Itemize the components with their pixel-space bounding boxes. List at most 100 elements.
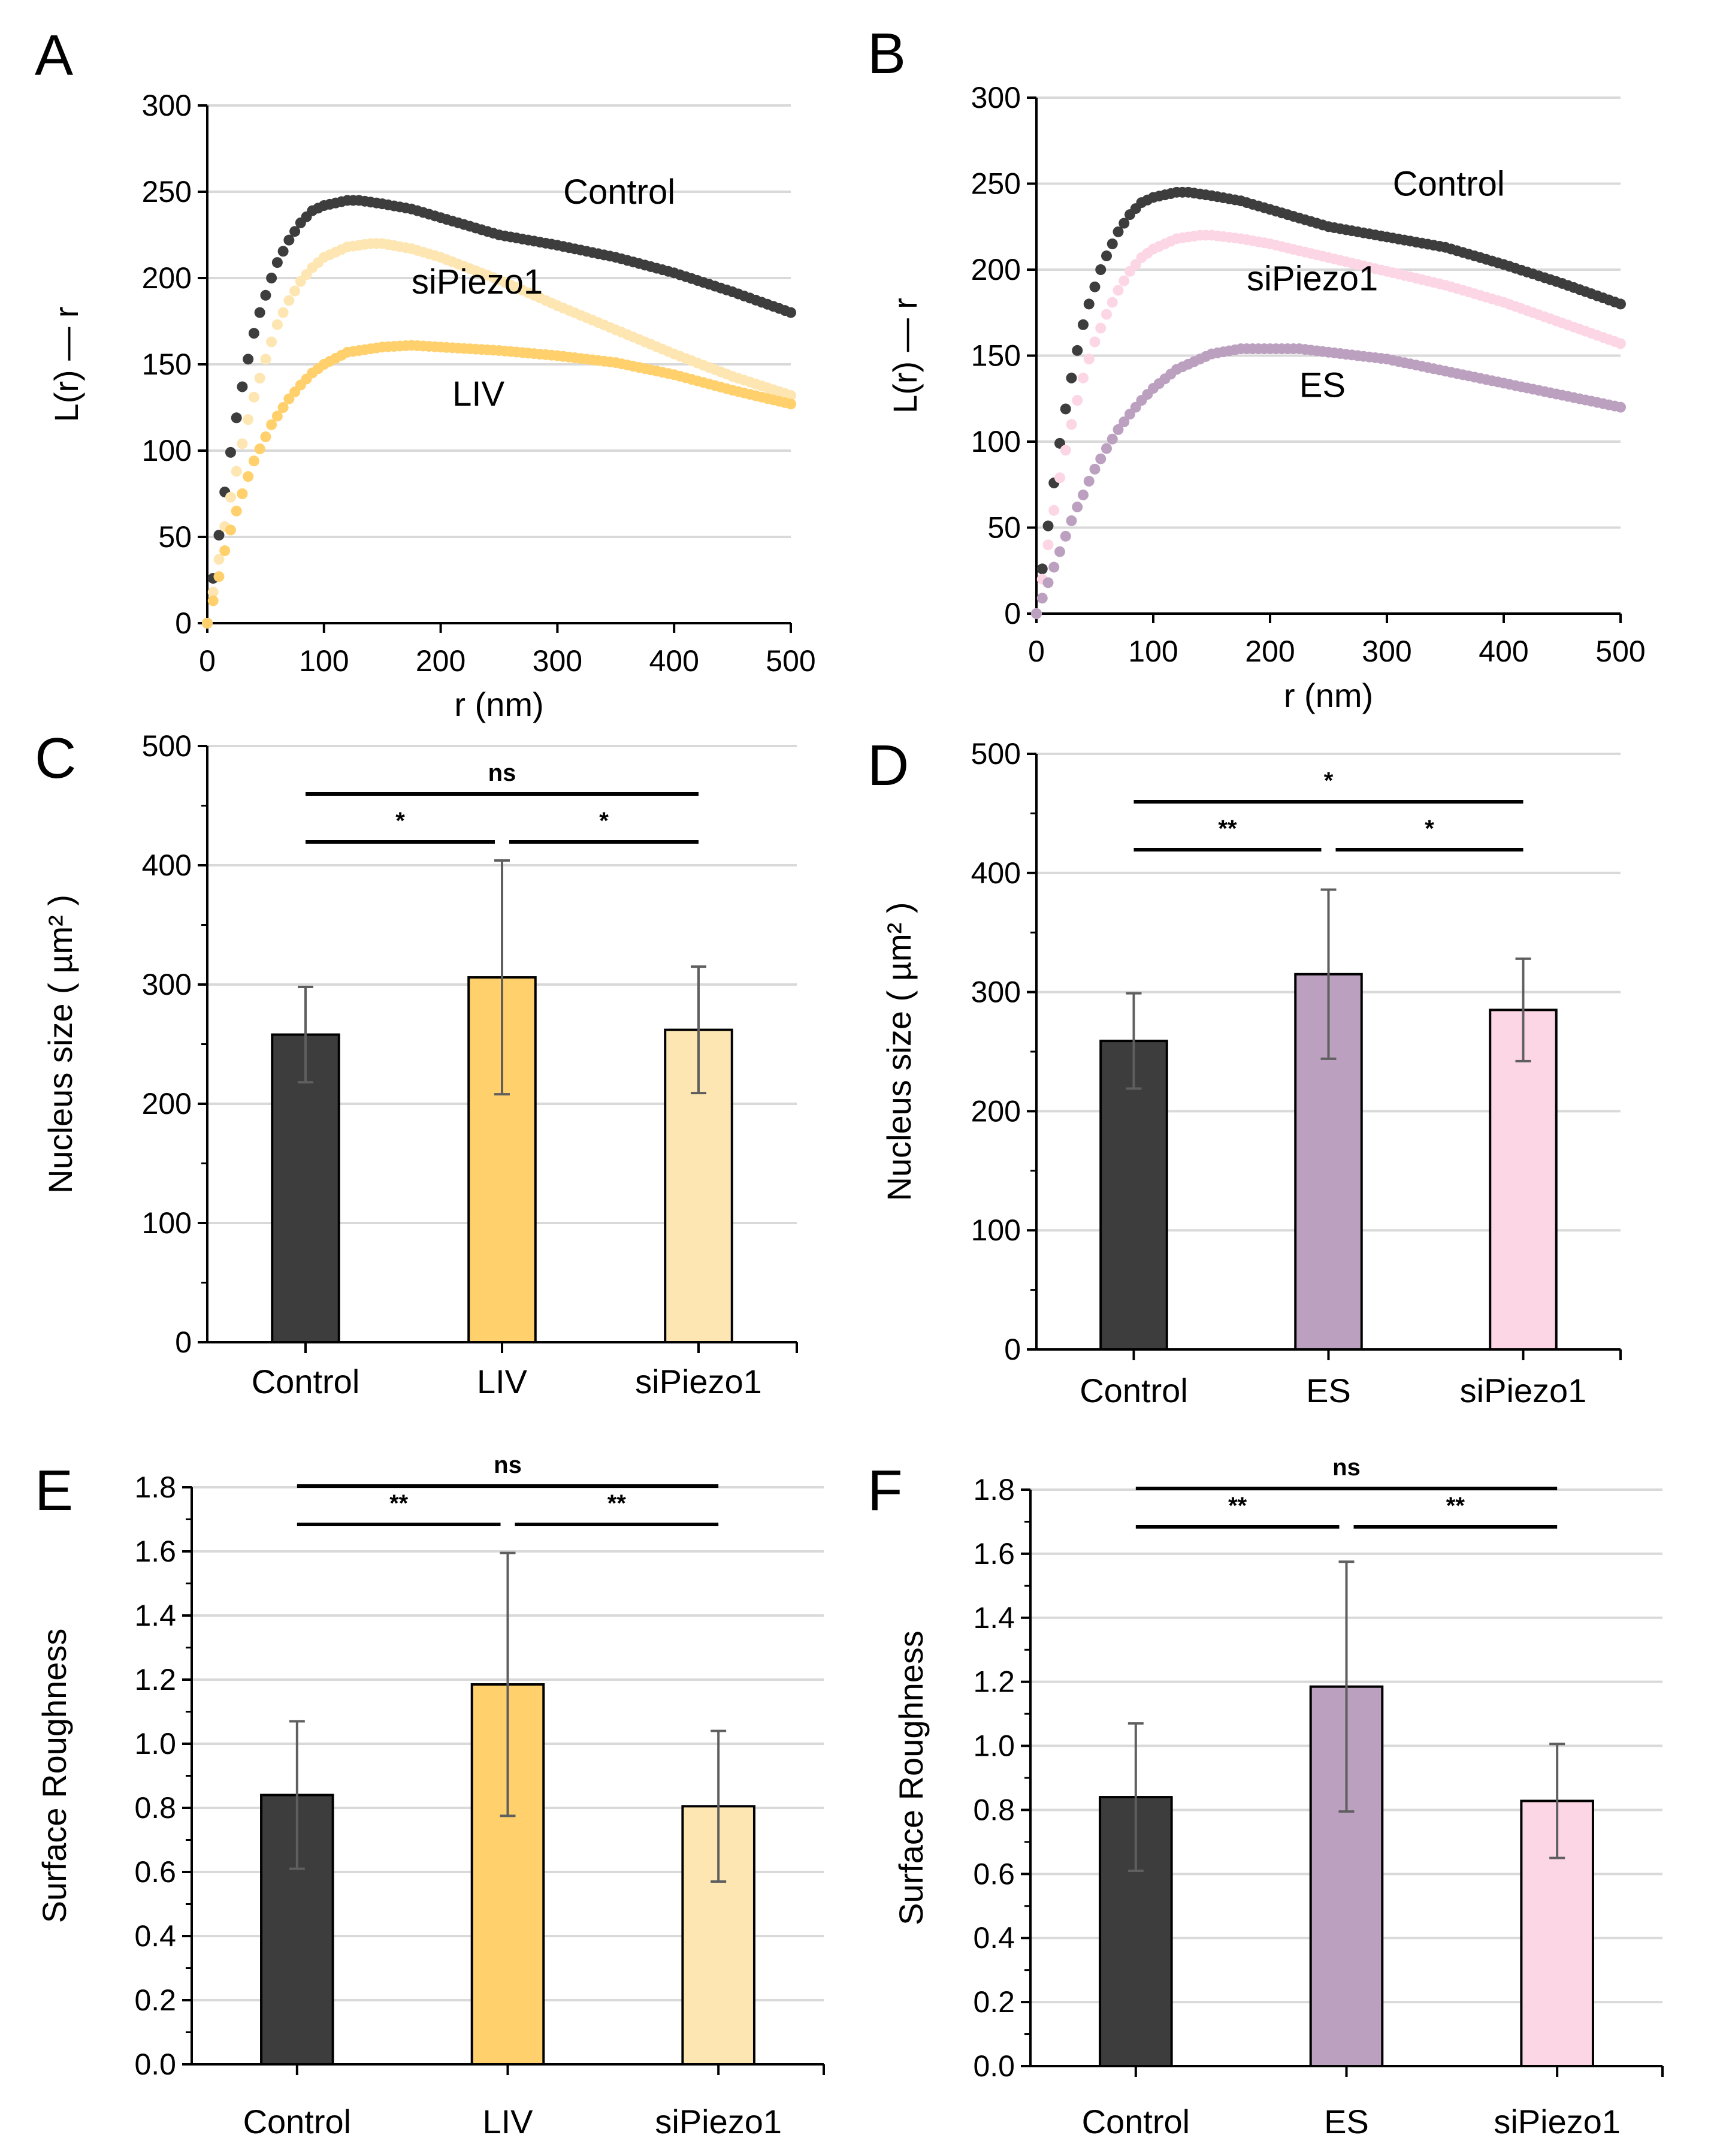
x-tick-label: 300: [533, 644, 582, 678]
x-category-label: siPiezo1: [1494, 2103, 1621, 2140]
error-bar: [494, 859, 510, 1096]
x-category-label: siPiezo1: [655, 2103, 782, 2140]
error-bar: [1549, 1743, 1565, 1859]
error-bar: [500, 1551, 516, 1817]
x-category-label: Control: [243, 2103, 352, 2140]
x-category-label: LIV: [477, 1363, 528, 1400]
y-tick-label: 300: [142, 89, 192, 122]
y-tick-label: 400: [142, 848, 192, 882]
data-point: [283, 295, 295, 306]
y-tick-label: 1.0: [973, 1729, 1015, 1763]
panel-d-nucleus-size-bar: D 0 100 200 300 400 500 Nucleus size ( µm² ) Con…: [867, 733, 1622, 1409]
y-tick-label: 0.0: [134, 2048, 176, 2081]
data-point: [1072, 345, 1083, 356]
data-point: [1072, 502, 1083, 513]
y-tick-label: 1.8: [973, 1473, 1015, 1506]
data-point: [207, 587, 219, 598]
error-bar: [298, 985, 313, 1084]
y-tick-label: 1.2: [134, 1663, 176, 1696]
y-axis-label: Nucleus size ( µm² ): [41, 895, 79, 1194]
data-point: [271, 257, 283, 268]
panel-letter: E: [35, 1459, 73, 1523]
data-point: [1107, 297, 1118, 308]
data-point: [1615, 298, 1626, 310]
y-tick-label: 0: [175, 1325, 192, 1359]
data-point: [1095, 322, 1107, 334]
data-point: [1042, 520, 1054, 532]
x-tick-label: 200: [416, 644, 465, 678]
panel-letter: D: [867, 733, 909, 798]
data-point: [231, 466, 242, 477]
data-point: [1089, 463, 1101, 475]
panel-letter: A: [35, 23, 73, 87]
data-point: [266, 419, 277, 430]
y-tick-label: 150: [971, 339, 1021, 373]
panel-letter: B: [867, 22, 906, 86]
data-point: [1083, 298, 1095, 310]
bar-control: [1099, 1040, 1168, 1351]
data-point: [1113, 226, 1124, 237]
series-label: siPiezo1: [412, 262, 543, 301]
x-tick-label: 400: [1479, 635, 1528, 668]
data-point: [289, 226, 301, 237]
data-point: [1107, 433, 1118, 445]
data-point: [243, 414, 254, 425]
data-point: [1036, 563, 1048, 575]
y-tick-label: 0.8: [134, 1791, 176, 1825]
series-es: [1031, 343, 1626, 619]
error-bar: [711, 1729, 727, 1883]
y-tick-label: 300: [142, 968, 192, 1001]
x-tick-label: 0: [199, 644, 216, 678]
y-tick-label: 0: [175, 606, 192, 640]
x-category-label: ES: [1306, 1372, 1351, 1409]
significance-label: **: [389, 1490, 409, 1517]
panel-letter: F: [867, 1459, 903, 1523]
data-point: [1054, 546, 1065, 557]
y-axis-label: L(r) — r: [47, 307, 85, 422]
y-tick-label: 0: [1004, 597, 1021, 630]
y-tick-label: 1.4: [973, 1601, 1015, 1635]
data-point: [1107, 238, 1118, 249]
y-axis-label: Nucleus size ( µm² ): [880, 902, 918, 1201]
data-point: [1048, 505, 1060, 516]
y-axis-label: L(r) — r: [886, 298, 924, 413]
data-point: [785, 398, 796, 410]
y-tick-label: 0.2: [973, 1985, 1015, 2019]
y-tick-label: 500: [971, 737, 1021, 771]
data-point: [1083, 476, 1095, 487]
y-tick-label: 300: [971, 976, 1021, 1009]
y-tick-label: 0: [1004, 1333, 1021, 1366]
data-point: [213, 530, 225, 541]
y-axis-label: Surface Roughness: [892, 1630, 930, 1925]
data-point: [260, 431, 271, 442]
series-control: [1031, 186, 1626, 619]
data-point: [1060, 530, 1071, 542]
data-point: [225, 446, 236, 458]
y-axis-label: Surface Roughness: [35, 1629, 73, 1924]
panel-f-roughness-bar: F 0.0 0.2 0.4 0.6 0.8 1.0 1.2 1.4 1.6 1.8 Surface R…: [867, 1454, 1664, 2140]
significance-label: *: [1425, 816, 1434, 842]
data-point: [213, 571, 225, 582]
significance-label: **: [1446, 1493, 1465, 1519]
y-tick-label: 250: [142, 175, 192, 209]
error-bar: [1338, 1560, 1355, 1813]
data-point: [266, 336, 277, 348]
data-point: [1095, 453, 1107, 464]
x-tick-label: 400: [649, 644, 699, 678]
data-point: [1119, 275, 1130, 286]
y-tick-label: 150: [142, 348, 192, 381]
significance-label: ns: [488, 760, 516, 786]
data-point: [1066, 419, 1077, 430]
series-label: Control: [563, 173, 675, 212]
data-point: [254, 373, 265, 384]
y-tick-label: 50: [987, 511, 1021, 545]
panel-a-lr-curve: A 0 50 100 150 200 250 300 L(r) — r 0 100 200 300 400…: [35, 23, 816, 723]
data-point: [1060, 403, 1071, 415]
x-category-label: Control: [252, 1363, 360, 1400]
x-category-label: ES: [1324, 2103, 1369, 2140]
series-label: LIV: [452, 375, 504, 413]
data-point: [1101, 309, 1112, 320]
x-axis-label: r (nm): [1284, 677, 1373, 714]
data-point: [1042, 539, 1054, 551]
